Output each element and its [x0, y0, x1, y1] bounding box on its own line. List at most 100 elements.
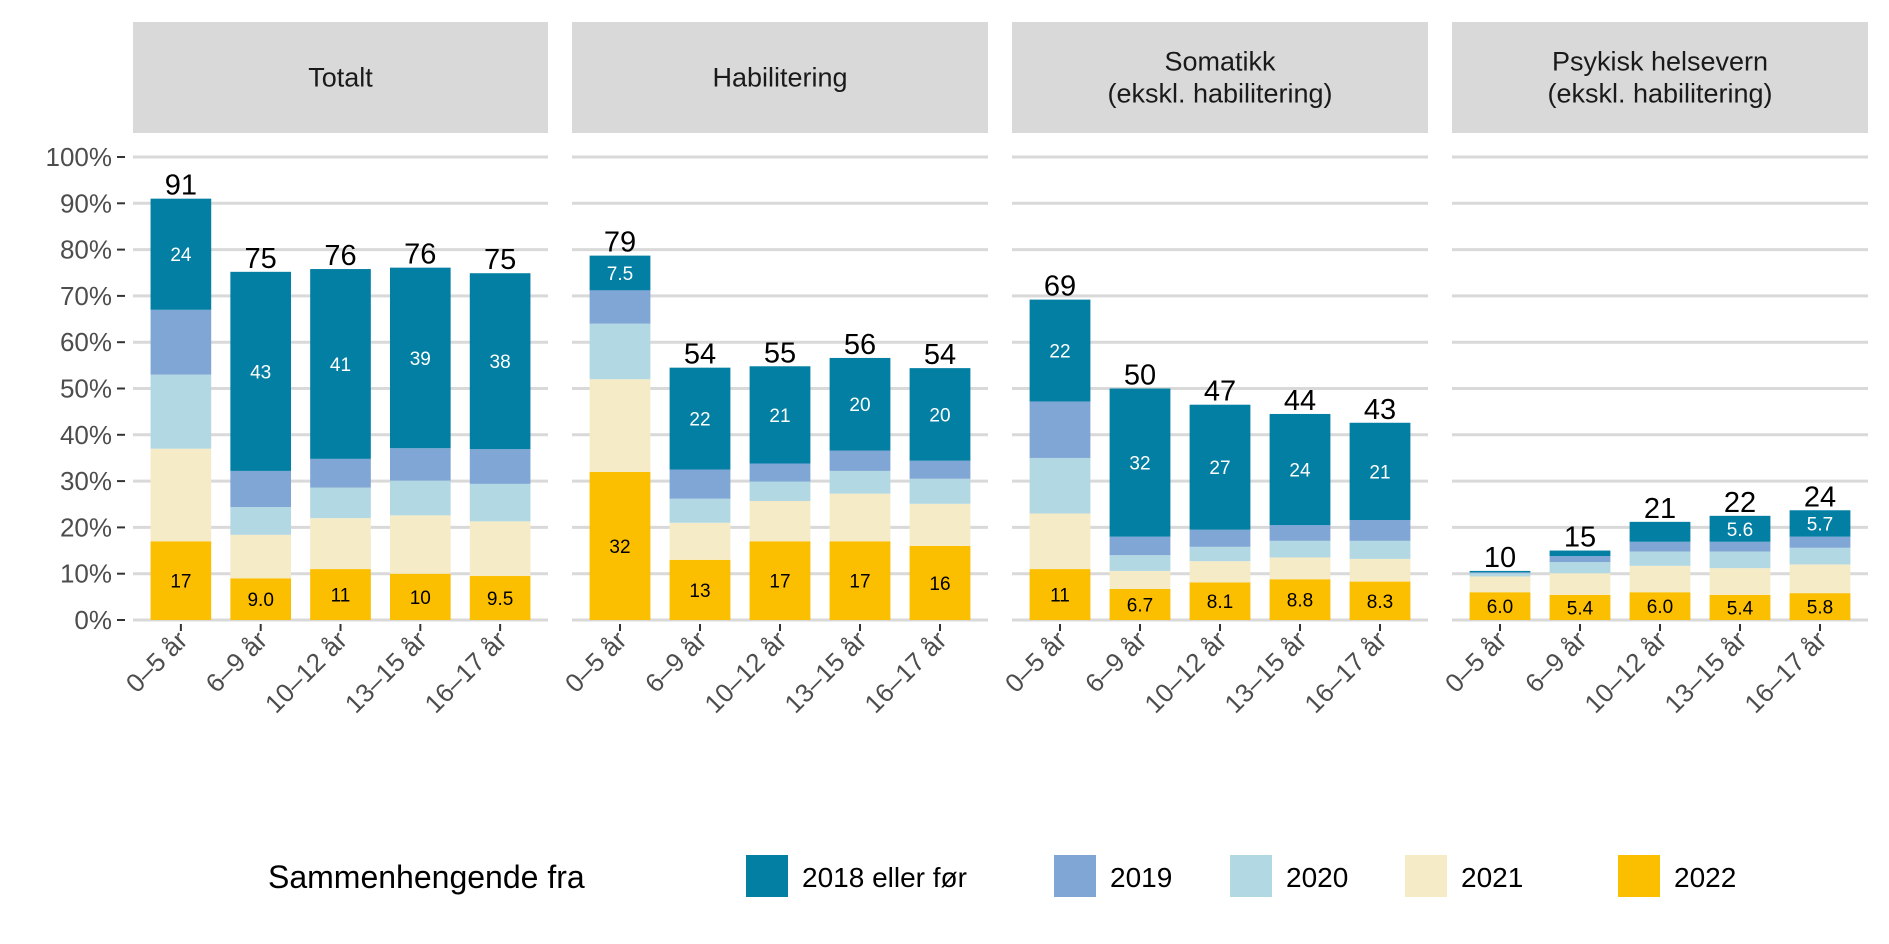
- segment-value-label: 6.0: [1487, 597, 1513, 618]
- panel-3: Psykisk helsevern(ekskl. habilitering) 6.…: [1439, 22, 1868, 719]
- bar-segment-2020: [1349, 540, 1411, 559]
- bar-segment-2018-eller-før: [1269, 413, 1331, 526]
- segment-value-label: 22: [689, 410, 710, 431]
- legend-swatch: [1618, 855, 1660, 897]
- panel-strip: [1452, 22, 1868, 133]
- segment-value-label: 5.7: [1807, 514, 1833, 535]
- bar-segment-2019: [1469, 572, 1531, 574]
- bar-segment-2020: [1189, 546, 1251, 562]
- bar-segment-2018-eller-før: [1629, 521, 1691, 542]
- panel-strip: [1012, 22, 1428, 133]
- y-tick-label: 40%: [60, 420, 112, 450]
- bar-segment-2020: [469, 483, 531, 522]
- x-tick-label: 0–5 år: [559, 625, 633, 699]
- bar-segment-2020: [1469, 573, 1531, 577]
- y-tick-label: 90%: [60, 188, 112, 218]
- x-tick-label: 10–12 år: [698, 625, 792, 719]
- bar-segment-2018-eller-før: [669, 367, 731, 470]
- bar-total-label: 21: [1644, 493, 1676, 525]
- bar-total-label: 56: [844, 329, 876, 361]
- bar-segment-2021: [1349, 558, 1411, 582]
- segment-value-label: 11: [331, 586, 351, 607]
- x-tick-label: 16–17 år: [419, 625, 513, 719]
- bar-segment-2019: [669, 469, 731, 499]
- bar-segment-2022: [1549, 594, 1611, 620]
- bar-segment-2020: [1629, 551, 1691, 566]
- bar-segment-2021: [909, 503, 971, 546]
- segment-value-label: 5.6: [1727, 520, 1753, 541]
- bar-segment-2022: [1109, 588, 1171, 620]
- bar-segment-2020: [669, 498, 731, 523]
- bar-segment-2022: [150, 541, 212, 620]
- bar-segment-2020: [589, 323, 651, 380]
- x-tick-label: 13–15 år: [339, 625, 433, 719]
- bar-segment-2021: [749, 501, 811, 542]
- y-tick-label: 60%: [60, 327, 112, 357]
- panel-strip: [572, 22, 988, 133]
- bar-segment-2022: [909, 545, 971, 620]
- bar-segment-2018-eller-før: [310, 269, 371, 459]
- bar-segment-2022: [1709, 594, 1771, 620]
- bar-segment-2020: [1109, 555, 1171, 571]
- bar-segment-2019: [1789, 536, 1851, 548]
- bar-segment-2019: [230, 470, 292, 508]
- bar-segment-2020: [1549, 562, 1611, 574]
- bar-segment-2018-eller-før: [829, 357, 891, 451]
- legend-swatch: [1230, 855, 1272, 897]
- bar-segment-2021: [150, 448, 212, 542]
- segment-value-label: 32: [1129, 454, 1150, 475]
- bar-segment-2019: [749, 463, 811, 482]
- x-tick-label: 0–5 år: [120, 625, 194, 699]
- bar-segment-2018-eller-før: [1189, 404, 1251, 530]
- bar-total-label: 47: [1204, 376, 1236, 408]
- bar-total-label: 10: [1484, 542, 1516, 574]
- bar-segment-2022: [310, 569, 371, 620]
- bar-segment-2021: [230, 534, 292, 579]
- legend-label: 2018 eller før: [802, 862, 967, 893]
- panel-title: Somatikk: [1164, 47, 1276, 77]
- segment-value-label: 24: [170, 245, 192, 266]
- bar-segment-2022: [589, 471, 651, 620]
- x-tick-label: 0–5 år: [999, 625, 1073, 699]
- legend-label: 2022: [1674, 862, 1736, 893]
- x-tick-label: 13–15 år: [778, 625, 872, 719]
- bar-total-label: 15: [1564, 522, 1596, 554]
- legend-swatch: [1054, 855, 1096, 897]
- y-tick-label: 100%: [46, 142, 113, 172]
- bar-segment-2021: [589, 379, 651, 472]
- segment-value-label: 38: [490, 352, 511, 373]
- bar-segment-2019: [469, 449, 531, 484]
- segment-value-label: 13: [689, 581, 710, 602]
- bar-total-label: 22: [1724, 487, 1756, 519]
- segment-value-label: 17: [170, 572, 191, 593]
- segment-value-label: 7.5: [607, 264, 633, 285]
- bar-segment-2018-eller-før: [749, 366, 811, 464]
- segment-value-label: 43: [250, 362, 271, 383]
- panel-0: Totalt 17 24 91 0–5 år 9.0 43 75 6–9 år 11 41 76 10–…: [120, 22, 548, 719]
- bar-segment-2022: [469, 576, 531, 620]
- panel-title: (ekskl. habilitering): [1107, 79, 1332, 109]
- x-tick-label: 10–12 år: [1578, 625, 1672, 719]
- y-tick-label: 30%: [60, 466, 112, 496]
- segment-value-label: 9.0: [247, 590, 273, 611]
- bar-segment-2021: [669, 522, 731, 560]
- bar-segment-2018-eller-før: [1789, 510, 1851, 537]
- bar-segment-2021: [1269, 557, 1331, 580]
- segment-value-label: 8.8: [1287, 591, 1313, 612]
- x-tick-label: 0–5 år: [1439, 625, 1513, 699]
- segment-value-label: 17: [849, 572, 870, 593]
- segment-value-label: 21: [1369, 462, 1390, 483]
- segment-value-label: 9.5: [487, 589, 513, 610]
- bar-total-label: 43: [1364, 394, 1396, 426]
- bar-segment-2020: [310, 487, 371, 519]
- segment-value-label: 5.4: [1567, 598, 1594, 619]
- bar-segment-2022: [230, 578, 292, 620]
- x-tick-label: 16–17 år: [1298, 625, 1392, 719]
- y-tick-label: 80%: [60, 235, 112, 265]
- panel-title: Habilitering: [712, 63, 847, 93]
- segment-value-label: 6.0: [1647, 597, 1673, 618]
- x-tick-label: 6–9 år: [200, 625, 274, 699]
- panel-2: Somatikk(ekskl. habilitering) 11 22 69 0–5 å…: [999, 22, 1428, 719]
- bar-segment-2020: [829, 470, 891, 494]
- bar-segment-2019: [589, 290, 651, 324]
